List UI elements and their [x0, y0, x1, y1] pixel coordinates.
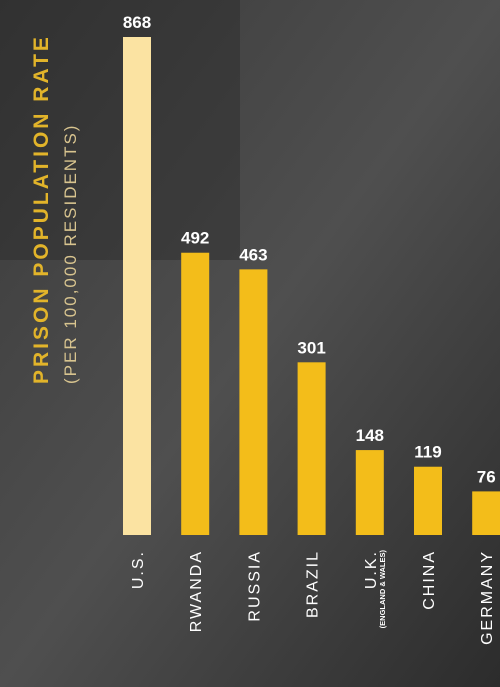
chart-title: PRISON POPULATION RATE: [30, 34, 53, 384]
bar: [181, 253, 209, 535]
chart: PRISON POPULATION RATE (PER 100,000 RESI…: [0, 0, 500, 687]
value-label: 492: [181, 229, 209, 248]
bar: [356, 450, 384, 535]
x-tick-label: CHINA: [421, 550, 438, 610]
x-tick-label: RUSSIA: [246, 550, 263, 622]
x-tick-label: RWANDA: [188, 550, 205, 632]
chart-subtitle: (PER 100,000 RESIDENTS): [61, 124, 80, 384]
bar: [472, 491, 500, 535]
value-label: 119: [414, 443, 441, 462]
annotation: (ENGLAND & WALES): [378, 550, 387, 629]
value-label: 463: [239, 245, 267, 264]
bar: [239, 269, 267, 535]
value-label: 148: [356, 426, 384, 445]
x-tick-label: U.S.: [130, 550, 147, 589]
value-label: 868: [123, 13, 151, 32]
bar: [123, 37, 151, 535]
bar: [298, 362, 326, 535]
bar: [414, 467, 442, 535]
x-tick-label: GERMANY: [479, 550, 496, 645]
x-tick-label: BRAZIL: [305, 550, 322, 618]
value-label: 301: [297, 338, 325, 357]
value-label: 76: [477, 467, 496, 486]
